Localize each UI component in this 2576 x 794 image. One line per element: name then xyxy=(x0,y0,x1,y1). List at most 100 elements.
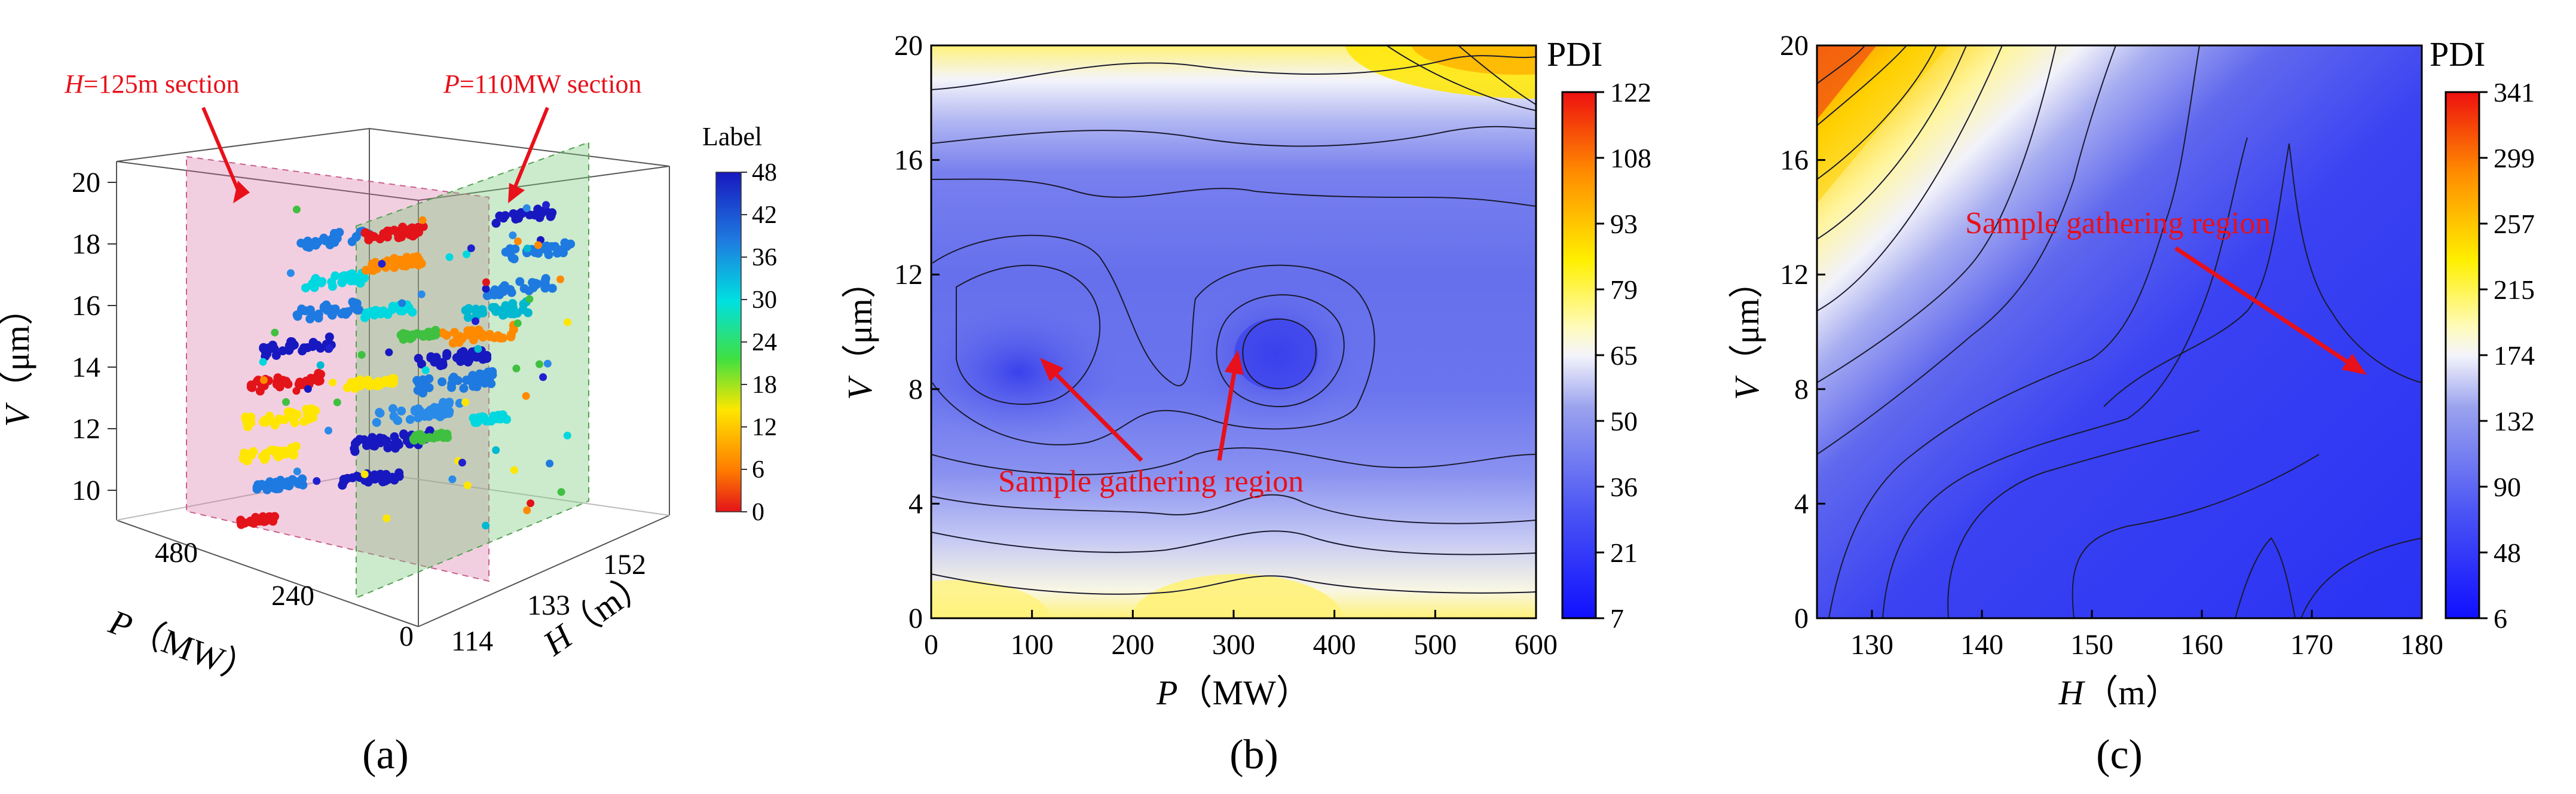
scatter-point xyxy=(379,229,388,239)
x-tick-label: 600 xyxy=(1515,629,1558,661)
scatter-point xyxy=(314,313,323,323)
scatter-point xyxy=(246,383,256,392)
box-3d-frame xyxy=(116,128,670,627)
scatter-point xyxy=(387,374,396,384)
scatter-point xyxy=(277,415,287,425)
scatter-point xyxy=(487,379,496,389)
z-tick-label: 10 xyxy=(72,475,100,506)
z-axis-ticks: 10 12 14 16 18 20 xyxy=(72,167,117,506)
scatter-point xyxy=(463,326,473,335)
y-tick-label: 16 xyxy=(894,145,923,176)
scatter-point xyxy=(246,418,256,427)
scatter-point xyxy=(464,304,473,313)
scatter-points xyxy=(236,201,576,530)
scatter-point xyxy=(378,259,386,268)
scatter-point xyxy=(286,339,296,349)
scatter-point xyxy=(328,234,337,243)
scatter-point xyxy=(339,271,349,280)
scatter-point xyxy=(259,343,268,352)
scatter-point xyxy=(431,330,440,340)
x-axis-label-b: P（MW） xyxy=(1156,673,1311,712)
scatter-point xyxy=(366,307,376,316)
scatter-point xyxy=(305,314,315,323)
scatter-point xyxy=(304,385,312,393)
scatter-point xyxy=(541,280,550,289)
scatter-point xyxy=(432,353,441,362)
scatter-point xyxy=(412,252,422,261)
annotation-arrows-b xyxy=(1039,350,1244,462)
x-tick-label: 140 xyxy=(1960,629,2003,661)
scatter-point xyxy=(421,366,430,374)
y-tick-label: 133 xyxy=(527,590,570,621)
scatter-point xyxy=(556,275,564,283)
y-tick-label: 8 xyxy=(1794,374,1809,405)
scatter-point xyxy=(505,244,515,254)
scatter-point xyxy=(333,398,341,407)
x-tick-label: 180 xyxy=(2400,629,2443,661)
scatter-point xyxy=(488,370,497,380)
scatter-point xyxy=(261,514,270,524)
scatter-point xyxy=(509,231,517,240)
x-axis-label-c: H（m） xyxy=(2058,673,2180,712)
scatter-point xyxy=(273,373,283,383)
scatter-point xyxy=(313,477,321,485)
scatter-point xyxy=(253,375,263,385)
colorbar-tick-label: 24 xyxy=(752,329,777,356)
y-tick-label: 4 xyxy=(908,488,923,520)
scatter-point xyxy=(495,211,504,221)
scatter-point xyxy=(525,210,534,219)
scatter-point xyxy=(303,405,313,414)
scatter-point xyxy=(539,373,547,381)
scatter-point xyxy=(417,259,426,268)
scatter-point xyxy=(325,344,334,352)
plot-frame-c xyxy=(1816,44,2423,619)
y-tick-label: 20 xyxy=(1780,30,1809,62)
scatter-point xyxy=(447,383,456,392)
colorbar-tick-label: 299 xyxy=(2494,143,2535,173)
scatter-point xyxy=(270,420,280,430)
colorbar-tick-label: 341 xyxy=(2494,77,2535,108)
scatter-point xyxy=(299,417,308,426)
scatter-point xyxy=(270,512,279,521)
arrow-shaft xyxy=(1217,372,1237,461)
scatter-point xyxy=(292,205,301,213)
colorbar-title: Label xyxy=(702,122,762,151)
scatter-point xyxy=(323,306,332,315)
scatter-point xyxy=(463,250,471,258)
scatter-point xyxy=(438,328,447,338)
scatter-point xyxy=(513,319,522,328)
scatter-point xyxy=(393,229,403,239)
scatter-point xyxy=(301,306,311,316)
scatter-point xyxy=(352,472,362,481)
scatter-point xyxy=(514,237,522,246)
scatter-point xyxy=(399,329,408,338)
scatter-point xyxy=(527,499,535,508)
colorbar-label xyxy=(715,172,742,512)
scatter-point xyxy=(271,328,279,337)
scatter-point xyxy=(243,456,252,465)
colorbar-tick-label: 122 xyxy=(1610,77,1651,108)
colorbar-pdi-c xyxy=(2445,91,2480,619)
x-tick-label: 400 xyxy=(1313,629,1356,661)
scatter-point xyxy=(509,254,519,264)
annotation-p-section: P=110MW section xyxy=(443,69,642,99)
y-tick-label: 114 xyxy=(451,625,493,657)
colorbar-ticks-b: 7 21 36 50 65 79 93 108 122 xyxy=(1596,77,1651,634)
scatter-point xyxy=(360,470,369,478)
scatter-point xyxy=(459,384,469,393)
x-axis-ticks: 0 240 480 xyxy=(155,537,414,652)
scatter-point xyxy=(397,406,406,416)
colorbar-tick-label: 215 xyxy=(2494,274,2535,305)
y-tick-label: 152 xyxy=(603,549,646,581)
scatter-point xyxy=(351,233,361,242)
scatter-point xyxy=(356,377,366,387)
scatter-point xyxy=(294,380,304,389)
scatter-point xyxy=(383,310,393,319)
scatter-point xyxy=(448,475,457,484)
y-tick-label: 8 xyxy=(908,374,923,405)
scatter-point xyxy=(390,254,399,263)
scatter-point xyxy=(270,445,279,455)
scatter-point xyxy=(239,448,249,458)
scatter-point xyxy=(431,410,440,419)
